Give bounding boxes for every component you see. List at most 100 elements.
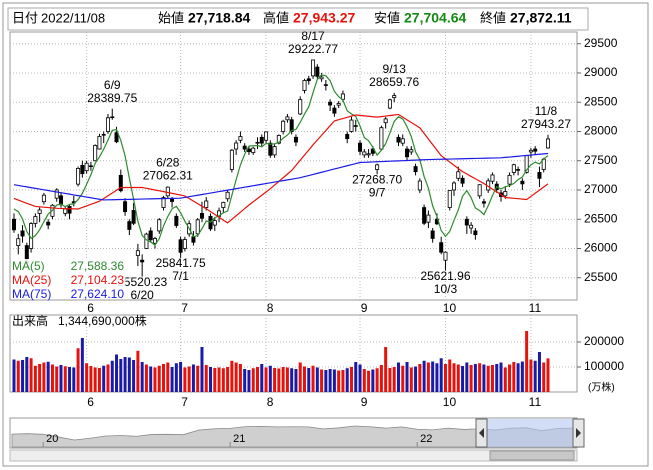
field-value: 27,943.27 xyxy=(293,10,355,26)
volume-bar xyxy=(183,367,187,392)
candle-body xyxy=(306,78,311,82)
volume-bar xyxy=(367,370,371,392)
volume-bar xyxy=(418,364,422,392)
candle-body xyxy=(118,174,123,192)
volume-bar xyxy=(256,367,260,392)
volume-bar xyxy=(170,367,174,392)
candle-body xyxy=(20,230,25,237)
volume-bar xyxy=(379,365,383,392)
candle-body xyxy=(336,103,341,106)
y-tick-label: 29500 xyxy=(584,36,618,50)
volume-bar xyxy=(537,352,541,392)
volume-bar xyxy=(196,365,200,392)
candle-body xyxy=(473,230,478,236)
y-tick-label: 27500 xyxy=(584,153,618,167)
volume-bar xyxy=(315,367,319,392)
candle-body xyxy=(464,218,469,226)
volume-bar xyxy=(153,367,157,392)
volume-bar xyxy=(277,368,281,392)
volume-bar xyxy=(490,365,494,392)
volume-bar xyxy=(50,364,54,392)
ma-line xyxy=(13,152,549,201)
scrollbar[interactable] xyxy=(9,449,578,462)
volume-bar xyxy=(396,362,400,392)
volume-bar xyxy=(191,364,195,392)
volume-bar xyxy=(209,367,213,392)
candle-body xyxy=(469,224,474,229)
candle-body xyxy=(105,117,110,132)
volume-bar xyxy=(285,367,289,392)
candle-body xyxy=(195,219,200,235)
candle-body xyxy=(490,174,495,182)
volume-bar xyxy=(110,360,114,392)
candle-body xyxy=(426,214,431,223)
candle-body xyxy=(400,138,405,144)
candle-body xyxy=(422,207,427,224)
candle-body xyxy=(259,136,264,144)
volume-bar xyxy=(482,364,486,392)
candle-body xyxy=(161,197,166,208)
volume-bar xyxy=(179,362,183,392)
annotation-date: 10/3 xyxy=(434,282,458,296)
annotation-date: 7/1 xyxy=(172,269,189,283)
candle-body xyxy=(328,101,333,106)
scrollbar-thumb[interactable] xyxy=(489,450,575,461)
candle-body xyxy=(101,134,106,136)
volume-bar xyxy=(499,362,503,392)
candle-body xyxy=(63,208,68,214)
volume-bar xyxy=(46,361,50,392)
candle-body xyxy=(110,116,115,119)
volume-bar xyxy=(42,362,46,392)
y-tick-label: 28000 xyxy=(584,124,618,138)
candle-body xyxy=(238,136,243,141)
volume-bar xyxy=(324,370,328,392)
volume-unit: (万株) xyxy=(588,381,615,394)
annotation-date: 6/20 xyxy=(130,288,154,302)
candle-body xyxy=(114,132,119,143)
volume-bar xyxy=(307,368,311,392)
volume-bar xyxy=(123,357,127,392)
candle-body xyxy=(546,138,551,149)
volume-bar xyxy=(388,368,392,392)
volume-bar xyxy=(473,364,477,392)
candle-body xyxy=(93,145,98,162)
volume-bar xyxy=(63,366,67,392)
field-label: 安値 xyxy=(374,10,400,25)
candle-body xyxy=(80,165,85,175)
volume-bar xyxy=(456,364,460,392)
candle-body xyxy=(37,209,42,214)
candle-body xyxy=(511,164,516,173)
annotation-date: 6/28 xyxy=(156,156,180,170)
volume-bar xyxy=(264,367,268,392)
candle-body xyxy=(349,119,354,132)
volume-bar xyxy=(349,367,353,392)
candle-body xyxy=(289,119,294,132)
y-tick-label: 200000 xyxy=(584,334,624,348)
volume-bar xyxy=(345,368,349,392)
header-box xyxy=(7,7,589,31)
candle-body xyxy=(281,120,286,132)
x-tick-label: 7 xyxy=(181,395,188,409)
volume-bar xyxy=(478,363,482,392)
volume-bar xyxy=(302,366,306,392)
volume-bar xyxy=(97,368,101,392)
annotation-value: 27062.31 xyxy=(143,169,193,183)
candle-body xyxy=(516,169,521,171)
y-tick-label: 26000 xyxy=(584,241,618,255)
candle-body xyxy=(507,174,512,185)
navigator-label: 20 xyxy=(46,433,58,445)
annotation-value: 25621.96 xyxy=(420,269,470,283)
volume-bar xyxy=(508,364,512,392)
candle-body xyxy=(528,149,533,153)
volume-bar xyxy=(495,364,499,392)
legend-name: MA(75) xyxy=(12,287,51,301)
candle-body xyxy=(135,250,140,256)
candle-body xyxy=(413,166,418,173)
volume-bar xyxy=(204,365,208,392)
candle-body xyxy=(88,165,93,168)
handle-arrow xyxy=(479,428,484,438)
volume-bar xyxy=(102,365,106,392)
volume-bar xyxy=(238,364,242,392)
volume-bar xyxy=(435,363,439,392)
y-tick-label: 29000 xyxy=(584,65,618,79)
